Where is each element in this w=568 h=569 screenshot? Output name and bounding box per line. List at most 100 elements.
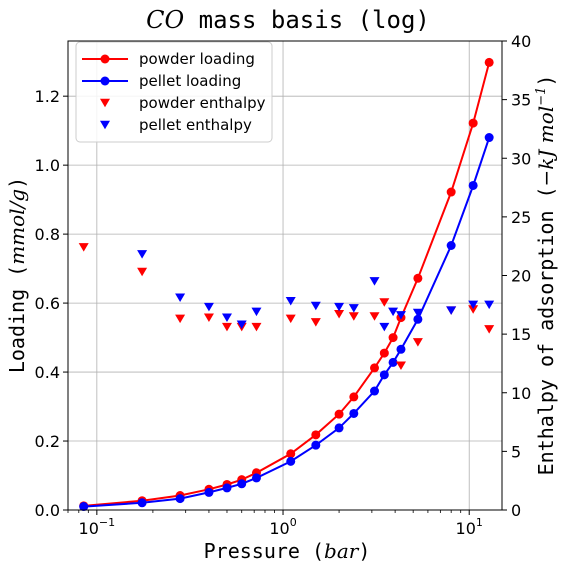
- pellet-loading-point: [484, 133, 494, 143]
- y2-tick-label: 10: [511, 384, 531, 403]
- x-axis-label-unit: bar: [324, 539, 360, 563]
- x-tick-base: 10: [79, 519, 99, 538]
- powder-loading-point: [334, 409, 344, 419]
- y2-tick-label: 40: [511, 32, 531, 51]
- y2-tick-label: 15: [511, 325, 531, 344]
- pellet-loading-point: [413, 314, 423, 324]
- pellet-loading-point: [251, 473, 261, 483]
- pellet-loading-point: [311, 440, 321, 450]
- legend-marker-pellet-enthalpy: [100, 120, 110, 130]
- pellet-enthalpy-point: [348, 304, 359, 313]
- pellet-enthalpy-point: [446, 306, 457, 315]
- y2-tick-label: 25: [511, 208, 531, 227]
- powder-enthalpy-point: [379, 298, 390, 307]
- powder-enthalpy-point: [412, 338, 423, 347]
- legend-label-powder-loading: powder loading: [139, 50, 255, 68]
- powder-enthalpy-point: [137, 267, 148, 277]
- y-tick-label: 0.8: [35, 225, 60, 244]
- y-tick-label: 0.0: [35, 501, 60, 520]
- pellet-enthalpy-point: [395, 311, 406, 320]
- y-tick-label: 0.6: [35, 294, 60, 313]
- powder-loading-point: [349, 392, 359, 402]
- y-axis-label: Loading (mmol/g): [5, 177, 29, 373]
- powder-loading-point: [370, 363, 380, 373]
- x-tick-exponent: 1: [476, 516, 483, 529]
- x-tick-exponent: 0: [290, 516, 297, 529]
- x-tick-label: 100: [269, 516, 296, 538]
- x-tick-base: 10: [456, 519, 476, 538]
- pellet-enthalpy-point: [221, 313, 232, 322]
- y2-axis-label-text: Enthalpy of adsorption (: [534, 186, 558, 475]
- powder-enthalpy-point: [334, 309, 345, 319]
- powder-enthalpy-point: [348, 312, 359, 321]
- pellet-enthalpy-point: [236, 320, 247, 329]
- x-axis-label-text: Pressure (: [204, 539, 324, 563]
- y2-tick-label: 35: [511, 91, 531, 110]
- legend-items: powder loading pellet loading powder entha…: [82, 50, 266, 134]
- y-tick-label: 0.4: [35, 363, 60, 382]
- pellet-loading-point: [370, 386, 380, 396]
- pellet-enthalpy-point: [388, 307, 399, 317]
- plot-area: [78, 57, 495, 512]
- chart-title-rest: mass basis (log): [184, 6, 430, 34]
- chart-title: CO mass basis (log): [146, 6, 430, 34]
- pellet-loading-point: [334, 423, 344, 433]
- powder-enthalpy-point: [251, 322, 262, 332]
- pellet-loading-point: [446, 240, 456, 250]
- y2-axis-label-sup: −1: [534, 87, 549, 106]
- x-axis-label: Pressure (bar): [204, 539, 371, 563]
- powder-enthalpy-point: [221, 322, 232, 332]
- grid: [68, 41, 502, 511]
- powder-loading-point: [286, 449, 296, 459]
- pellet-loading-point: [349, 408, 359, 418]
- powder-loading-point: [484, 57, 494, 67]
- pellet-loading-point: [379, 370, 389, 380]
- powder-enthalpy-point: [369, 312, 380, 321]
- y2-axis-ticks: 0 5 10 15 20 25 30 35 40: [502, 32, 531, 520]
- x-tick-label: 101: [456, 516, 483, 538]
- pellet-enthalpy-point: [334, 302, 345, 312]
- x-tick-base: 10: [269, 519, 289, 538]
- powder-loading-point: [311, 430, 321, 440]
- powder-enthalpy-point: [78, 243, 89, 252]
- y2-tick-label: 20: [511, 267, 531, 286]
- powder-loading-point: [446, 187, 456, 197]
- pellet-loading-point: [396, 344, 406, 354]
- powder-loading-point: [468, 118, 478, 128]
- legend-marker-powder-loading: [100, 54, 110, 64]
- legend-label-pellet-loading: pellet loading: [139, 72, 241, 90]
- pellet-loading-point: [468, 180, 478, 190]
- powder-enthalpy-point: [468, 305, 479, 314]
- pellet-enthalpy-point: [175, 293, 186, 303]
- legend-marker-pellet-loading: [100, 76, 110, 86]
- pellet-enthalpy-point: [137, 250, 148, 259]
- pellet-enthalpy-point: [369, 277, 380, 286]
- pellet-loading-point: [175, 494, 185, 504]
- pellet-enthalpy-point: [285, 297, 296, 306]
- powder-loading-point: [413, 273, 423, 283]
- pellet-loading-point: [237, 479, 247, 489]
- y-axis-label-close: ): [5, 177, 29, 189]
- powder-loading-point: [379, 348, 389, 358]
- legend-box: [75, 41, 273, 143]
- y2-axis-label-close: ): [534, 75, 558, 87]
- y-axis-label-text: Loading (: [5, 265, 29, 373]
- pellet-enthalpy-point: [310, 301, 321, 311]
- pellet-loading-point: [388, 357, 398, 367]
- pellet-enthalpy-point: [412, 308, 423, 318]
- powder-enthalpy-point: [285, 314, 296, 324]
- pellet-loading-point: [204, 487, 214, 497]
- y2-tick-label: 30: [511, 149, 531, 168]
- y2-tick-label: 0: [511, 501, 521, 520]
- pellet-loading-point: [222, 483, 232, 493]
- x-tick-label: 10−1: [79, 516, 116, 538]
- y-tick-label: 1.2: [35, 87, 60, 106]
- x-axis-label-close: ): [358, 539, 370, 563]
- pellet-enthalpy-point: [251, 307, 262, 317]
- chart-title-italic: CO: [146, 6, 184, 34]
- legend: powder loading pellet loading powder entha…: [75, 41, 273, 143]
- y2-axis-label: Enthalpy of adsorption (−kJ mol−1): [534, 75, 558, 476]
- powder-enthalpy-point: [203, 313, 214, 322]
- pellet-enthalpy-point: [379, 322, 390, 332]
